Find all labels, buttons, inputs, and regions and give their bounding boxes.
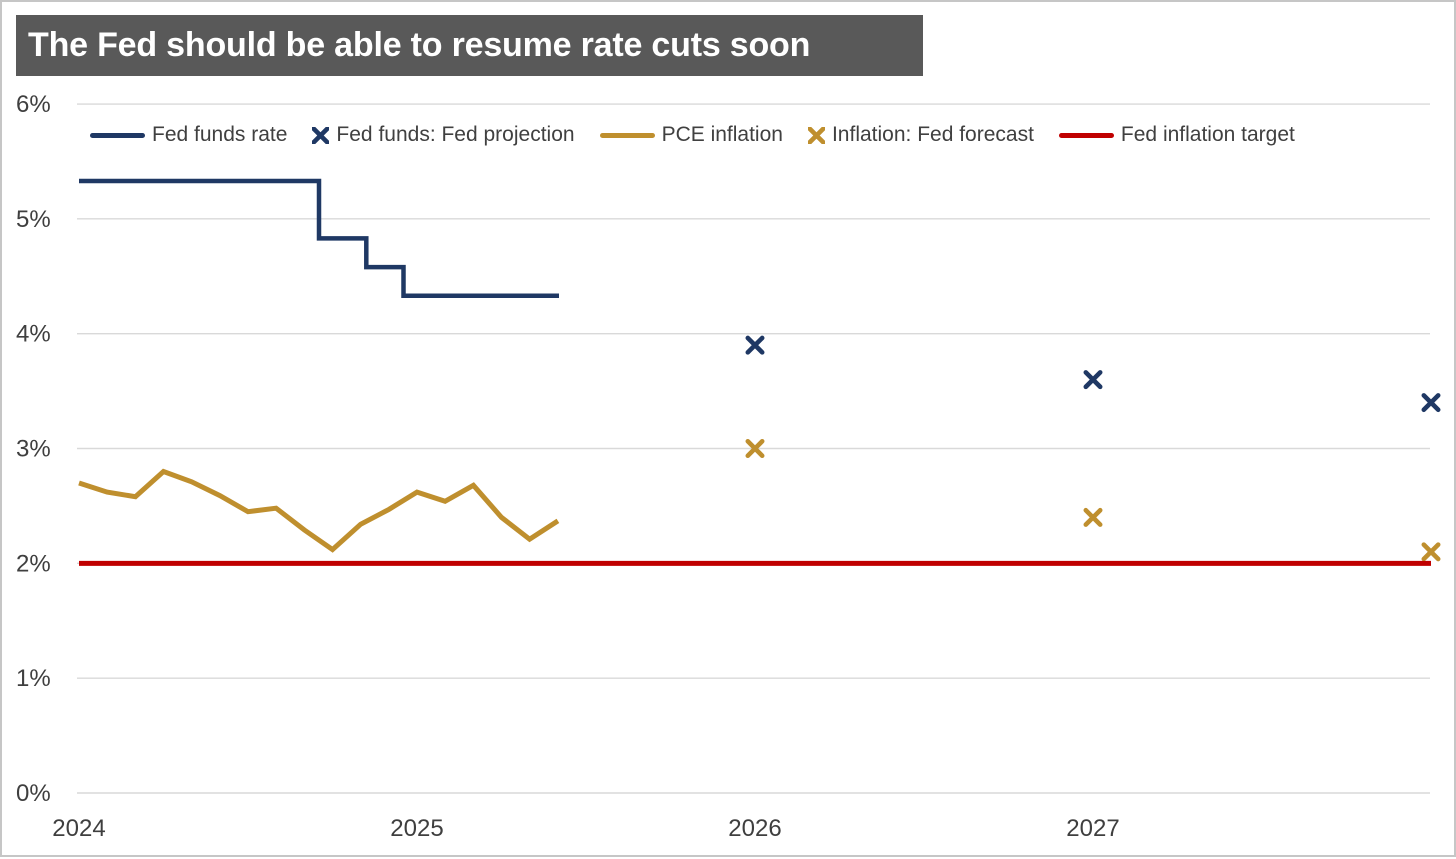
chart-title-bar: The Fed should be able to resume rate cu…	[16, 15, 923, 76]
y-tick-label: 6%	[16, 91, 51, 118]
legend-item-0: Fed funds rate	[90, 123, 287, 147]
x-tick-label: 2024	[52, 815, 105, 842]
y-tick-label: 1%	[16, 665, 51, 692]
y-tick-label: 2%	[16, 550, 51, 577]
x-marker	[1083, 370, 1103, 390]
chart-title-text: The Fed should be able to resume rate cu…	[28, 26, 811, 64]
legend-line-swatch	[599, 132, 655, 138]
x-marker	[1421, 542, 1441, 562]
legend-line-swatch	[90, 132, 145, 138]
series-markers-1	[745, 335, 1441, 413]
legend-label: PCE inflation	[661, 123, 783, 146]
x-marker	[1083, 507, 1103, 527]
legend-x-marker-icon	[807, 126, 825, 144]
legend-label: Fed inflation target	[1120, 123, 1295, 146]
y-tick-label: 3%	[16, 436, 51, 463]
legend-item-3: Inflation: Fed forecast	[807, 123, 1034, 147]
y-tick-label: 4%	[16, 321, 51, 348]
legend-line-swatch	[1058, 132, 1114, 138]
x-tick-label: 2025	[390, 815, 443, 842]
y-tick-label: 5%	[16, 206, 51, 233]
legend-item-4: Fed inflation target	[1058, 123, 1295, 147]
legend-label: Inflation: Fed forecast	[831, 123, 1034, 146]
x-marker	[745, 335, 765, 355]
x-marker	[1421, 393, 1441, 413]
x-tick-label: 2026	[728, 815, 781, 842]
legend-label: Fed funds rate	[152, 123, 288, 146]
x-marker	[745, 439, 765, 459]
y-tick-label: 0%	[16, 780, 51, 807]
legend-item-1: Fed funds: Fed projection	[312, 123, 575, 147]
legend-item-2: PCE inflation	[599, 123, 783, 147]
x-tick-label: 2027	[1066, 815, 1119, 842]
series-line-2	[78, 468, 560, 553]
legend-x-marker-icon	[312, 126, 330, 144]
series-line-0	[79, 178, 559, 299]
legend-label: Fed funds: Fed projection	[336, 123, 575, 146]
series-markers-3	[745, 439, 1441, 562]
x-marker-icon	[312, 126, 330, 144]
x-marker-icon	[807, 126, 825, 144]
chart-legend: Fed funds rate Fed funds: Fed projection P…	[90, 120, 1295, 150]
